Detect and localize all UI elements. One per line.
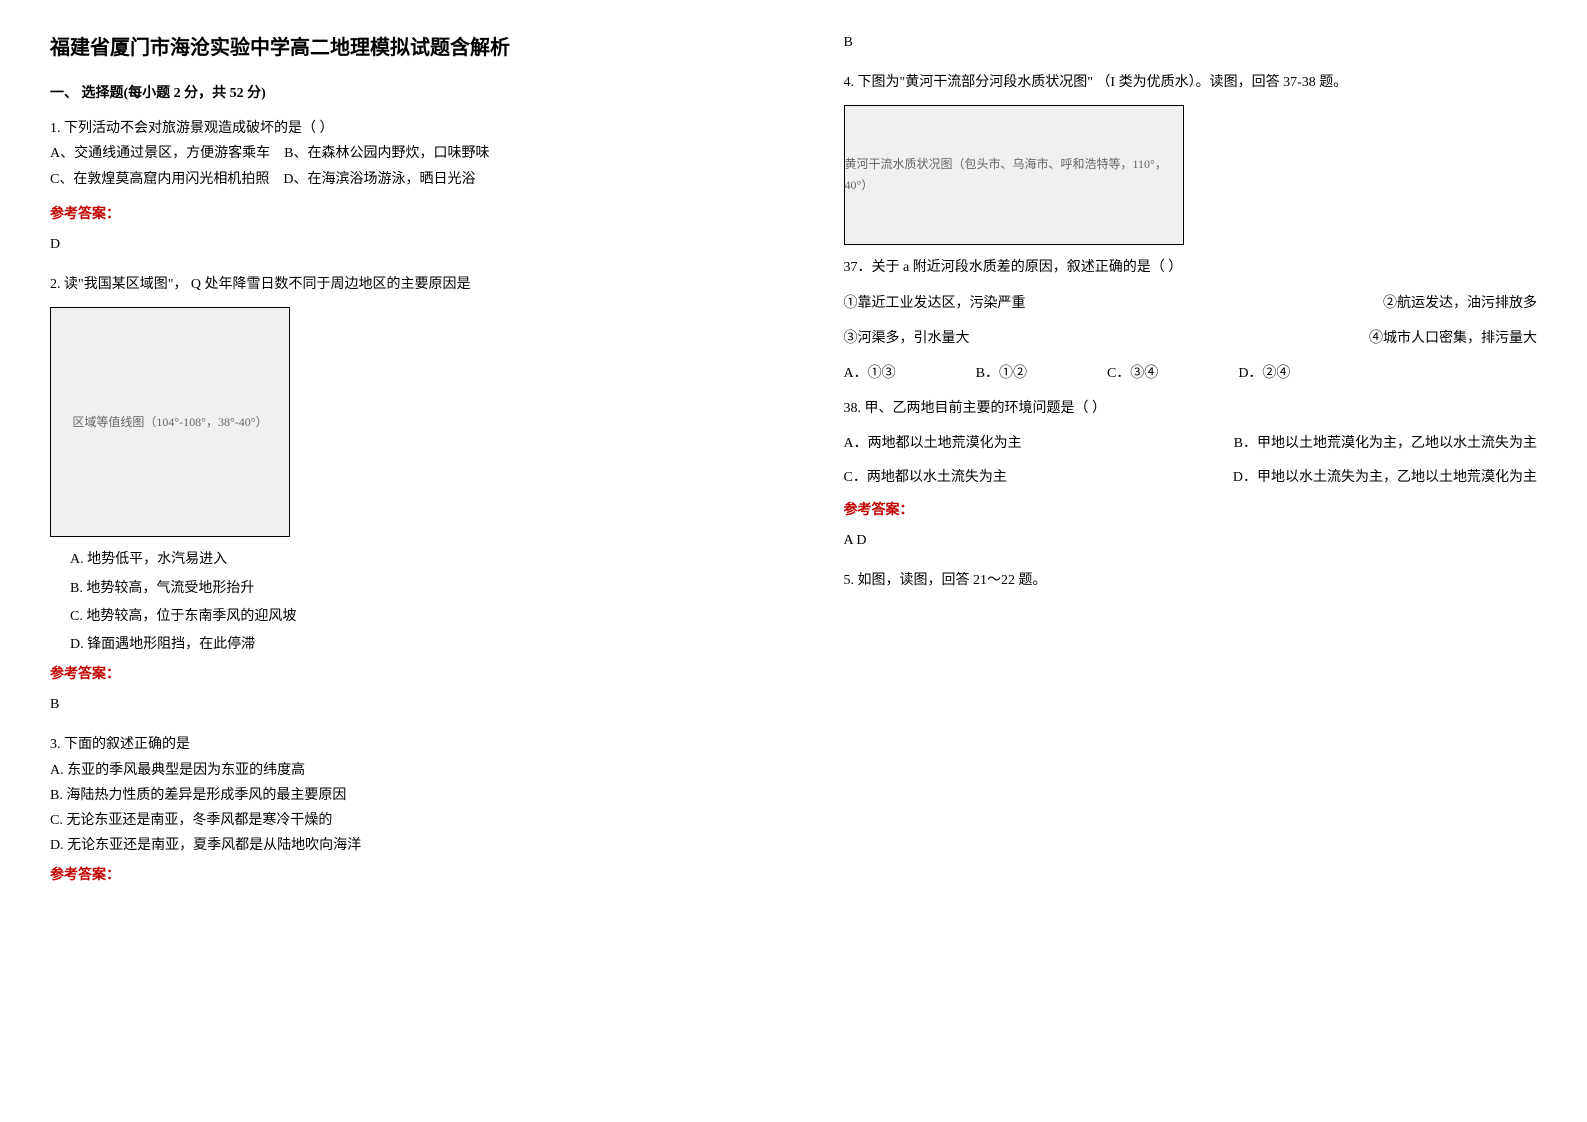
- q1-opt-b: B、在森林公园内野炊，口味野味: [284, 146, 489, 161]
- q4-answer-label: 参考答案：: [844, 498, 1538, 523]
- q38-opt-b: B．甲地以土地荒漠化为主，乙地以水土流失为主: [1234, 431, 1537, 456]
- q1-opt-c: C、在敦煌莫高窟内用闪光相机拍照: [50, 172, 269, 187]
- q37-opt-c: C．③④: [1107, 361, 1158, 386]
- q1-stem: 1. 下列活动不会对旅游景观造成破坏的是（ ）: [50, 116, 744, 141]
- q1-answer-label: 参考答案：: [50, 202, 744, 227]
- q37-opt-d: D．②④: [1238, 361, 1290, 386]
- q37-options: A．①③ B．①② C．③④ D．②④: [844, 361, 1538, 386]
- question-5: 5. 如图，读图，回答 21～22 题。: [844, 568, 1538, 593]
- q2-answer: B: [50, 692, 744, 717]
- left-column: 福建省厦门市海沧实验中学高二地理模拟试题含解析 一、 选择题(每小题 2 分，共…: [0, 0, 794, 1122]
- q2-opt-c: C. 地势较高，位于东南季风的迎风坡: [50, 604, 744, 629]
- q37-stem: 37．关于 a 附近河段水质差的原因，叙述正确的是（ ）: [844, 255, 1538, 280]
- document-title: 福建省厦门市海沧实验中学高二地理模拟试题含解析: [50, 30, 744, 66]
- question-1: 1. 下列活动不会对旅游景观造成破坏的是（ ） A、交通线通过景区，方便游客乘车…: [50, 116, 744, 257]
- q2-opt-d: D. 锋面遇地形阻挡，在此停滞: [50, 632, 744, 657]
- q2-opt-a: A. 地势低平，水汽易进入: [50, 547, 744, 572]
- question-2: 2. 读"我国某区域图"， Q 处年降雪日数不同于周边地区的主要原因是 区域等值…: [50, 272, 744, 717]
- q3-opt-c: C. 无论东亚还是南亚，冬季风都是寒冷干燥的: [50, 808, 744, 833]
- q4-map-image: 黄河干流水质状况图（包头市、乌海市、呼和浩特等，110°，40°）: [844, 105, 1184, 245]
- q37-opt-b: B．①②: [976, 361, 1027, 386]
- q2-map-image: 区域等值线图（104°-108°，38°-40°）: [50, 307, 290, 537]
- q2-stem: 2. 读"我国某区域图"， Q 处年降雪日数不同于周边地区的主要原因是: [50, 272, 744, 297]
- q1-opt-a: A、交通线通过景区，方便游客乘车: [50, 146, 270, 161]
- question-4: 4. 下图为"黄河干流部分河段水质状况图" （I 类为优质水）。读图，回答 37…: [844, 70, 1538, 553]
- q2-answer-label: 参考答案：: [50, 662, 744, 687]
- q4-stem: 4. 下图为"黄河干流部分河段水质状况图" （I 类为优质水）。读图，回答 37…: [844, 70, 1538, 95]
- q3-answer-label: 参考答案：: [50, 863, 744, 888]
- question-3: 3. 下面的叙述正确的是 A. 东亚的季风最典型是因为东亚的纬度高 B. 海陆热…: [50, 732, 744, 888]
- q38-opt-a: A．两地都以土地荒漠化为主: [844, 431, 1022, 456]
- q38-opt-c: C．两地都以水土流失为主: [844, 465, 1007, 490]
- right-column: B 4. 下图为"黄河干流部分河段水质状况图" （I 类为优质水）。读图，回答 …: [794, 0, 1587, 1122]
- q38-opt-d: D．甲地以水土流失为主，乙地以土地荒漠化为主: [1233, 465, 1537, 490]
- q1-answer: D: [50, 232, 744, 257]
- q3-opt-d: D. 无论东亚还是南亚，夏季风都是从陆地吹向海洋: [50, 833, 744, 858]
- q3-answer: B: [844, 30, 1538, 55]
- q1-options: A、交通线通过景区，方便游客乘车 B、在森林公园内野炊，口味野味 C、在敦煌莫高…: [50, 141, 744, 191]
- q37-subs: ①靠近工业发达区，污染严重 ②航运发达，油污排放多 ③河渠多，引水量大 ④城市人…: [844, 291, 1538, 351]
- q1-opt-d: D、在海滨浴场游泳，晒日光浴: [283, 172, 475, 187]
- q37-sub4: ④城市人口密集，排污量大: [1369, 326, 1537, 351]
- q3-stem: 3. 下面的叙述正确的是: [50, 732, 744, 757]
- q37-opt-a: A．①③: [844, 361, 896, 386]
- q4-answer: A D: [844, 528, 1538, 553]
- q37-sub3: ③河渠多，引水量大: [844, 326, 970, 351]
- q38-stem: 38. 甲、乙两地目前主要的环境问题是（ ）: [844, 396, 1538, 421]
- q2-opt-b: B. 地势较高，气流受地形抬升: [50, 576, 744, 601]
- q37-sub1: ①靠近工业发达区，污染严重: [844, 291, 1026, 316]
- q5-stem: 5. 如图，读图，回答 21～22 题。: [844, 568, 1538, 593]
- q37-sub2: ②航运发达，油污排放多: [1383, 291, 1537, 316]
- q3-opt-b: B. 海陆热力性质的差异是形成季风的最主要原因: [50, 783, 744, 808]
- q3-opt-a: A. 东亚的季风最典型是因为东亚的纬度高: [50, 758, 744, 783]
- section-header: 一、 选择题(每小题 2 分，共 52 分): [50, 81, 744, 106]
